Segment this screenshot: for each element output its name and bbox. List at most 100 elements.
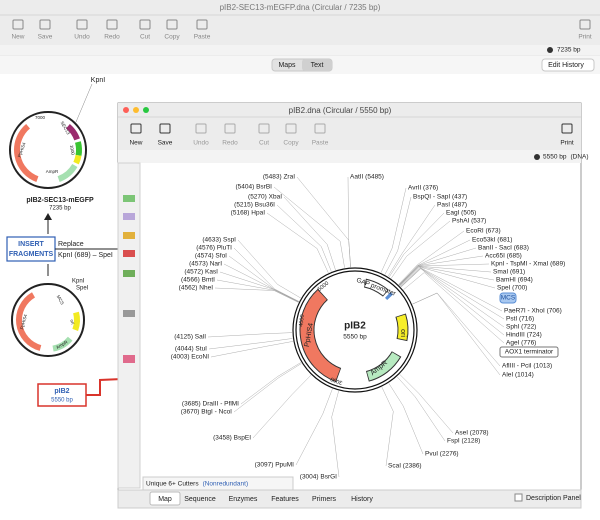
side-icon[interactable] <box>123 355 135 363</box>
toolbar-icon <box>166 19 178 30</box>
enzyme-label: PshAI (537) <box>452 218 486 225</box>
tab-selected <box>149 491 181 506</box>
map-label: 7000 <box>35 115 46 120</box>
history-dropdown[interactable] <box>541 58 595 72</box>
enzyme-label: (4044) StuI <box>175 346 207 353</box>
enzyme-label: (4562) NheI <box>179 285 214 292</box>
enzyme-label: (5168) HpaI <box>231 210 266 217</box>
enzyme-line <box>237 239 301 299</box>
enzyme-label: Eco53kI (681) <box>472 237 512 244</box>
enzyme-line <box>390 220 451 279</box>
enzyme-label: (4576) PluTI <box>196 245 232 252</box>
map-tick: 3000 <box>330 375 344 385</box>
enzyme-label: (4003) EcoNI <box>171 354 209 361</box>
panel-toggle: Description Panel <box>526 495 581 502</box>
feature-arc <box>52 336 73 352</box>
feature-label: MCS <box>501 295 516 302</box>
feature-arc <box>384 291 394 301</box>
enzyme-label: (5483) ZraI <box>263 174 295 181</box>
feature-arc <box>14 123 39 182</box>
enzyme-label: (5215) Bsu36I <box>234 202 275 209</box>
enzyme-line <box>219 271 299 302</box>
enzyme-line <box>233 247 299 302</box>
feature-label: AOX1 terminator <box>505 349 554 356</box>
enzyme-line <box>331 390 340 478</box>
enzyme-label: KpnI <box>72 279 85 285</box>
window-title: pIB2.dna (Circular / 5550 bp) <box>289 106 392 115</box>
history-menu: Edit History <box>548 62 584 69</box>
enzyme-line <box>399 265 492 286</box>
toolbar-icon <box>130 123 142 134</box>
enzyme-label: EagI (505) <box>446 210 476 217</box>
button-text: INSERT <box>18 241 44 248</box>
enzyme-line <box>273 186 345 268</box>
back-status-bar <box>0 45 600 55</box>
enzyme-label: BamHI (694) <box>496 277 533 284</box>
insert-fragments-button[interactable] <box>6 236 56 262</box>
map-length: 5550 bp <box>343 334 367 341</box>
toolbar-button: Cut <box>140 34 150 41</box>
map-backbone <box>292 267 418 393</box>
zoom-button[interactable] <box>143 107 149 113</box>
toolbar-button: Redo <box>104 34 120 41</box>
enzyme-label: AleI (1014) <box>502 372 534 379</box>
side-icon[interactable] <box>123 232 135 239</box>
button-text: FRAGMENTS <box>9 251 54 258</box>
tab: Maps <box>278 62 296 69</box>
map-name: pIB2-SEC13-mEGFP <box>26 197 94 204</box>
close-button[interactable] <box>123 107 129 113</box>
enzyme-line <box>240 362 302 405</box>
toolbar-button: Save <box>158 140 173 147</box>
side-icon[interactable] <box>123 213 135 220</box>
enzyme-label: KpnI <box>91 77 105 84</box>
toolbar-button: Undo <box>193 140 209 147</box>
toolbar-button: Copy <box>164 34 180 41</box>
map-backbone <box>9 111 87 189</box>
toolbar-icon <box>579 19 591 30</box>
toolbar-icon <box>195 123 207 134</box>
side-icon[interactable] <box>123 195 135 202</box>
enzyme-line <box>399 374 454 434</box>
enzyme-line <box>380 187 407 273</box>
toolbar-icon <box>196 19 208 30</box>
enzyme-label: (3685) DraIII - PflMI <box>182 401 239 408</box>
enzyme-label: AseI (2078) <box>455 430 489 437</box>
enzyme-line <box>210 341 294 358</box>
feature-arc <box>366 352 401 381</box>
enzyme-line <box>398 230 465 285</box>
box-title: pIB2 <box>54 388 69 395</box>
note: KpnI (689) – SpeI <box>58 252 113 259</box>
side-icon[interactable] <box>123 310 135 317</box>
enzyme-label: (3458) BspEI <box>213 435 251 442</box>
enzyme-label: SmaI (691) <box>493 269 525 276</box>
enzyme-label: FspI (2128) <box>447 438 480 445</box>
toolbar-button: Undo <box>74 34 90 41</box>
enzyme-label: BspQI - SapI (437) <box>413 194 467 201</box>
enzyme-label: AatII (5485) <box>350 174 384 181</box>
toolbar-icon <box>561 123 573 134</box>
enzyme-line <box>400 268 505 336</box>
enzyme-label: SphI (722) <box>506 324 536 331</box>
map-name: pIB2 <box>344 321 366 332</box>
toolbar-icon <box>314 123 326 134</box>
toolbar-button: Cut <box>259 140 269 147</box>
enzyme-label: (4566) BmtI <box>181 277 215 284</box>
minimize-button[interactable] <box>133 107 139 113</box>
side-icon[interactable] <box>123 250 135 257</box>
enzyme-label: (5270) XbaI <box>248 194 282 201</box>
status-dot <box>534 154 540 160</box>
tab-selected <box>302 59 332 71</box>
map-tick: 4000 <box>298 314 306 327</box>
enzyme-line <box>403 272 505 344</box>
toolbar-button: Paste <box>312 140 329 147</box>
enzyme-label: EcoRI (673) <box>466 228 501 235</box>
enzyme-label: AvrII (376) <box>408 185 438 192</box>
enzyme-line <box>266 212 329 273</box>
enzyme-line <box>208 338 293 350</box>
enzyme-label: HindIII (724) <box>506 332 542 339</box>
bottom-tab-bar <box>117 489 582 509</box>
toolbar-button: Redo <box>222 140 238 147</box>
checkbox[interactable] <box>514 493 523 502</box>
note: Replace <box>58 241 84 248</box>
side-icon[interactable] <box>123 270 135 277</box>
